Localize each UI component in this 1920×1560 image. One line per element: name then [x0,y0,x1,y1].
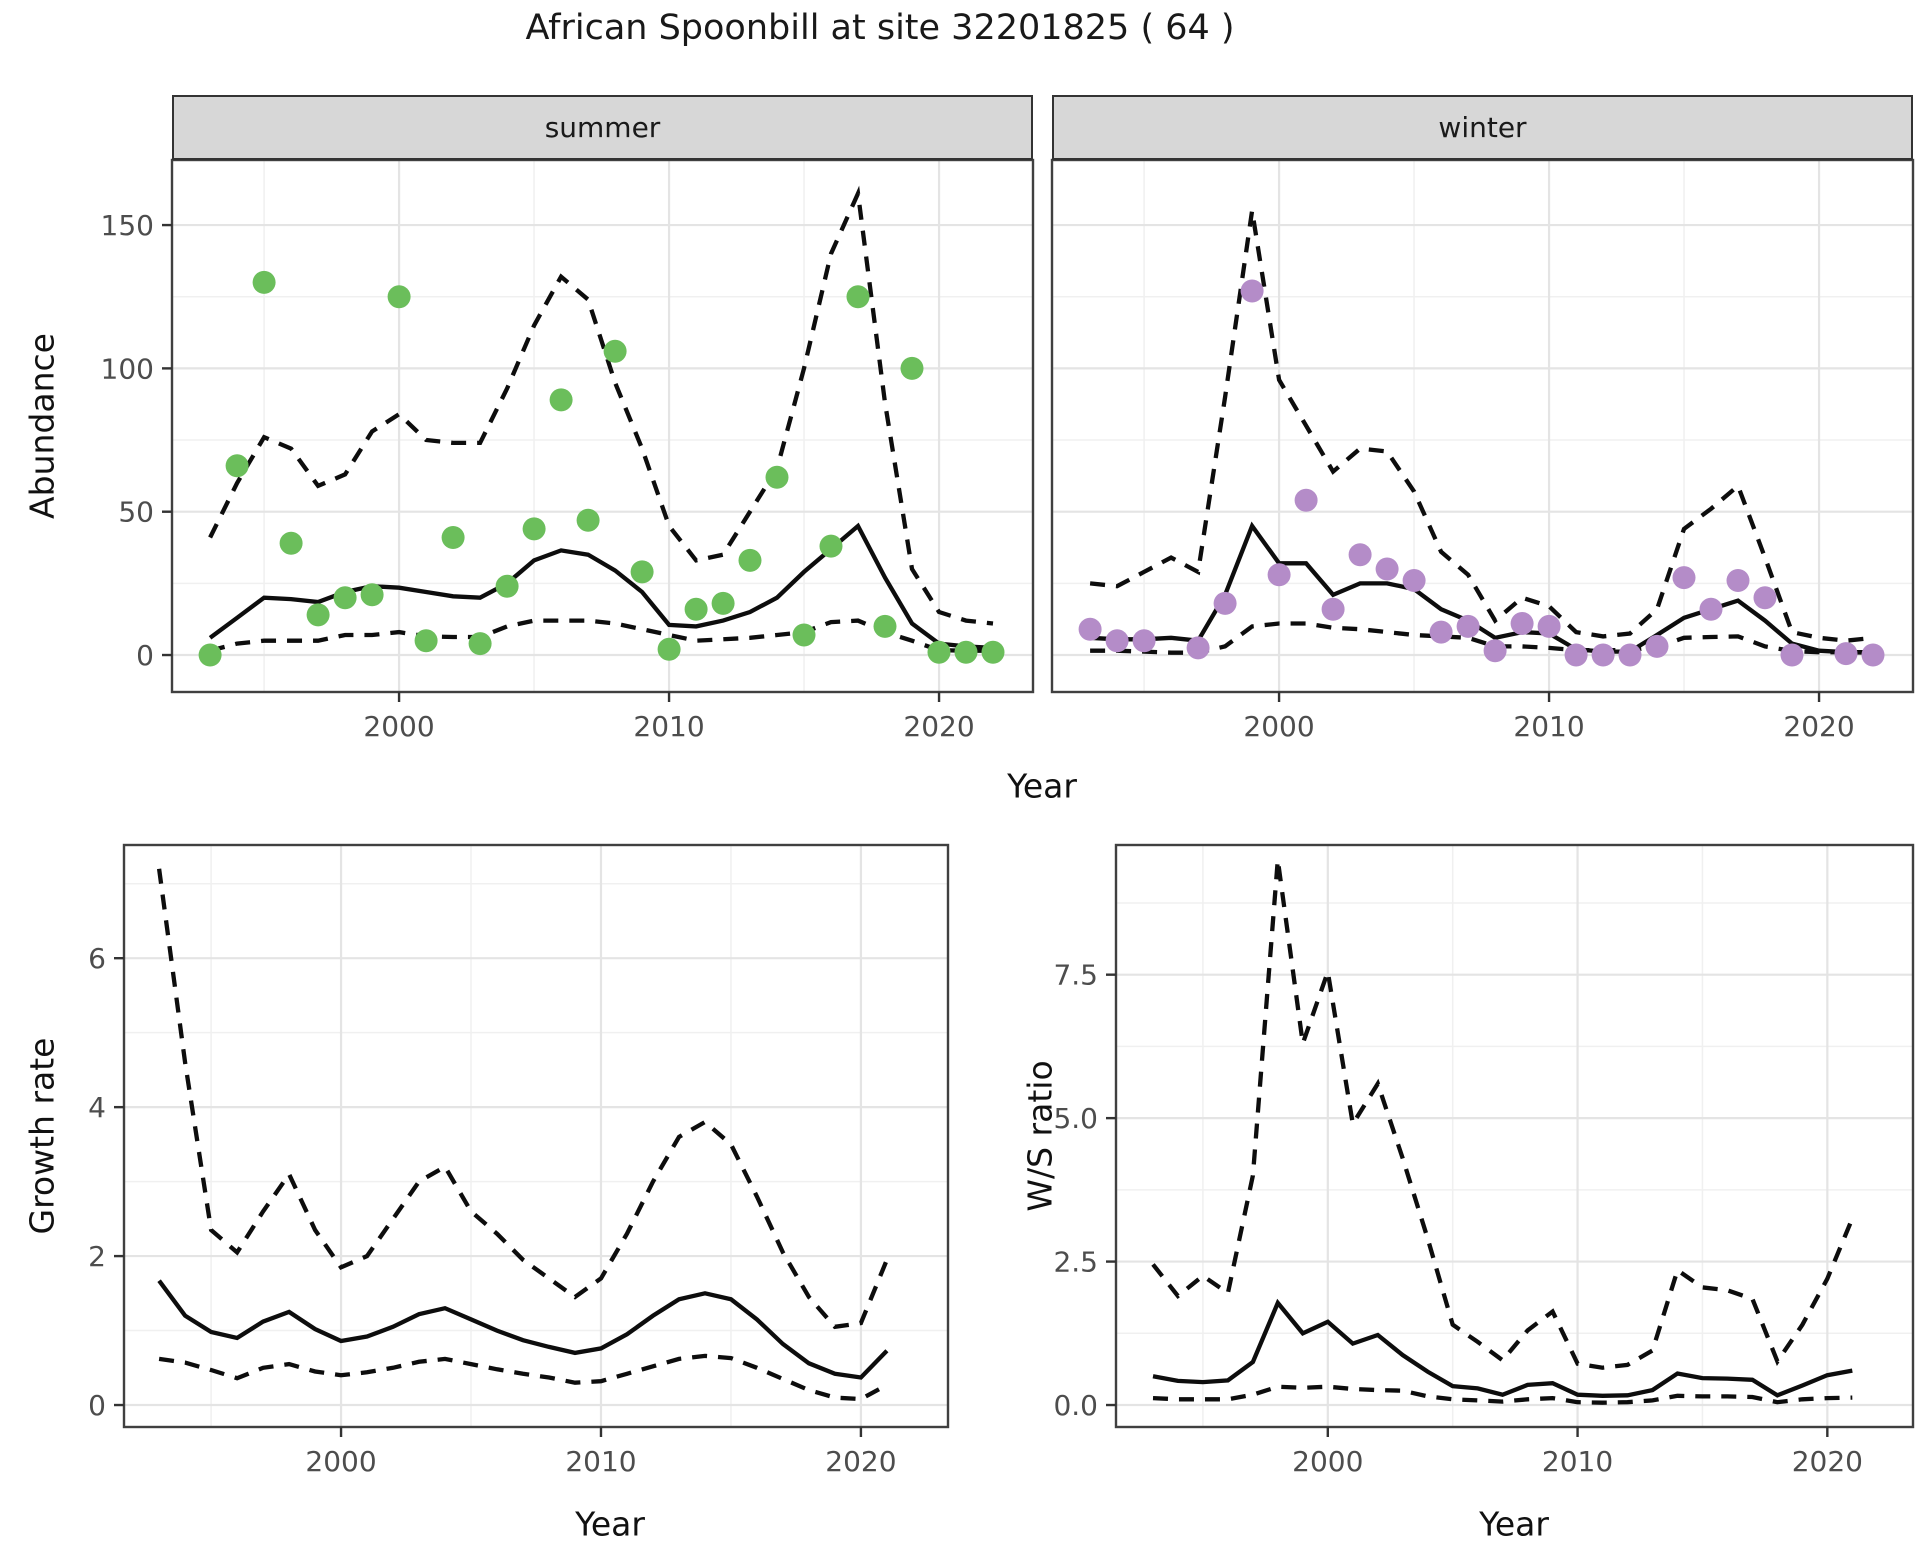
panel-abundance-summer: 2000 2010 2020 0 50 100 150 [101,158,1035,743]
facet-strip-summer: summer [172,95,1033,160]
svg-text:2020: 2020 [825,1445,896,1478]
facet-strip-winter-label: winter [1438,111,1527,144]
y-axis-title-ws-ratio: W/S ratio [1020,1060,1060,1212]
svg-text:2.5: 2.5 [1053,1246,1098,1279]
svg-text:2020: 2020 [1783,710,1854,743]
svg-text:2010: 2010 [633,710,704,743]
svg-text:2000: 2000 [1243,710,1314,743]
x-axis-title-year-ws: Year [1479,1504,1549,1544]
svg-text:0: 0 [88,1389,106,1422]
svg-text:2020: 2020 [1792,1445,1863,1478]
panel-growth-rate: 2000 2010 2020 0 2 4 6 [88,843,950,1478]
y-axis-title-abundance: Abundance [22,333,62,519]
svg-text:6: 6 [88,942,106,975]
panel-abundance-winter: 2000 2010 2020 [1050,158,1915,743]
facet-strip-summer-label: summer [544,111,661,144]
svg-text:5.0: 5.0 [1053,1102,1098,1135]
svg-text:150: 150 [101,209,154,242]
facet-strip-winter: winter [1052,95,1913,160]
y-axis-title-growth-rate: Growth rate [22,1037,62,1235]
svg-text:0: 0 [136,639,154,672]
svg-text:2020: 2020 [903,710,974,743]
x-axis-title-year-growth: Year [575,1504,645,1544]
svg-text:0.0: 0.0 [1053,1389,1098,1422]
x-axis-title-year-top: Year [1007,766,1077,806]
svg-text:2010: 2010 [1542,1445,1613,1478]
svg-text:50: 50 [118,496,154,529]
svg-text:7.5: 7.5 [1053,959,1098,992]
plot-title: African Spoonbill at site 32201825 ( 64 … [525,8,1235,48]
svg-text:2: 2 [88,1240,106,1273]
svg-text:2000: 2000 [363,710,434,743]
svg-text:2000: 2000 [1292,1445,1363,1478]
svg-text:2000: 2000 [305,1445,376,1478]
svg-text:2010: 2010 [1513,710,1584,743]
panel-ws-ratio: 2000 2010 2020 0.0 2.5 5.0 7.5 [1053,843,1915,1478]
svg-text:100: 100 [101,352,154,385]
svg-text:4: 4 [88,1091,106,1124]
svg-text:2010: 2010 [565,1445,636,1478]
